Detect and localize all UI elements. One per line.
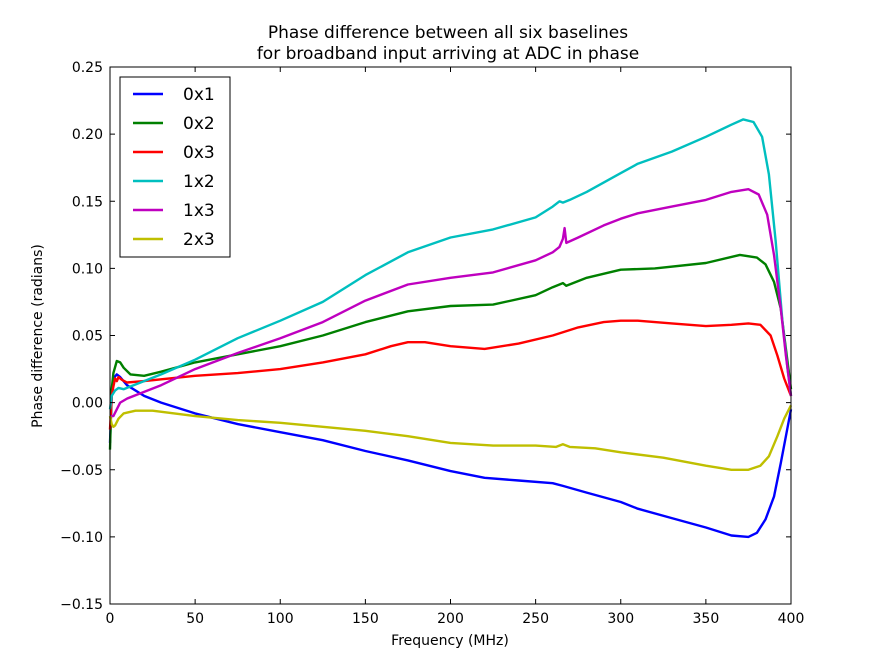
- y-tick-label: 0.15: [72, 194, 103, 210]
- y-tick-label: 0.00: [72, 396, 103, 412]
- y-tick-label: −0.10: [60, 530, 103, 546]
- legend-label-0x1: 0x1: [183, 85, 215, 105]
- series-line-0x2: [108, 253, 793, 450]
- series-layer: [108, 118, 793, 539]
- x-tick-label: 150: [352, 611, 379, 627]
- x-tick-label: 50: [186, 611, 204, 627]
- ticks-layer: 0 50 100 150 200 250 300 350 400 −0.15 −0.10 −0.05 0…: [60, 60, 804, 627]
- series-line-0x3: [108, 319, 793, 430]
- y-tick-label: 0.10: [72, 261, 103, 277]
- y-tick-label: 0.20: [72, 127, 103, 143]
- legend-box: [119, 76, 231, 258]
- legend-label-0x3: 0x3: [183, 143, 215, 163]
- y-tick-label: −0.05: [60, 463, 103, 479]
- legend-label-1x3: 1x3: [183, 201, 215, 221]
- y-tick-label: −0.15: [60, 597, 103, 613]
- chart-title: Phase difference between all six baselin…: [268, 23, 628, 43]
- x-tick-label: 400: [778, 611, 805, 627]
- plot-frame: [109, 66, 792, 605]
- y-tick-label: 0.25: [72, 60, 103, 76]
- legend: 0x1 0x2 0x3 1x2 1x3 2x3: [119, 76, 231, 258]
- x-tick-label: 250: [522, 611, 549, 627]
- series-line-0x1: [108, 373, 793, 539]
- series-line-1x3: [110, 188, 793, 418]
- legend-label-2x3: 2x3: [183, 230, 215, 250]
- x-tick-label: 350: [693, 611, 720, 627]
- x-axis-label: Frequency (MHz): [391, 633, 509, 649]
- x-tick-label: 300: [607, 611, 634, 627]
- series-line-1x2: [108, 118, 793, 410]
- x-tick-label: 200: [437, 611, 464, 627]
- chart-subtitle: for broadband input arriving at ADC in p…: [257, 44, 639, 64]
- legend-label-1x2: 1x2: [183, 172, 215, 192]
- x-tick-label: 100: [267, 611, 294, 627]
- legend-label-0x2: 0x2: [183, 114, 215, 134]
- x-tick-label: 0: [106, 611, 115, 627]
- y-tick-label: 0.05: [72, 329, 103, 345]
- series-line-2x3: [108, 404, 793, 471]
- y-axis-label: Phase difference (radians): [30, 244, 46, 428]
